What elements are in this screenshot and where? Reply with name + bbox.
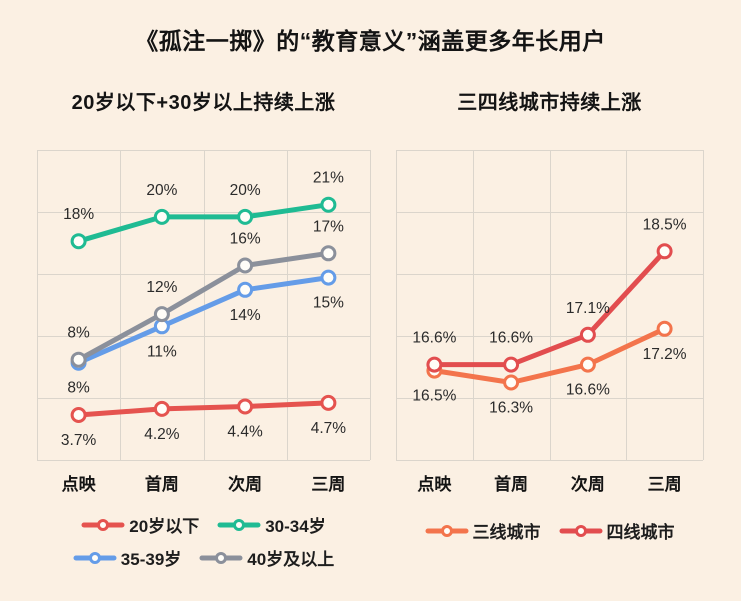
legend-marker-icon: [73, 551, 117, 564]
data-point: [153, 208, 170, 225]
data-label: 18%: [63, 206, 94, 223]
data-point: [237, 281, 254, 298]
data-point: [153, 306, 170, 323]
legend-marker-icon: [199, 551, 243, 564]
legend-label: 三线城市: [472, 523, 541, 542]
data-point: [237, 257, 254, 274]
chart-age-groups-title: 20岁以下+30岁以上持续上涨: [71, 92, 336, 114]
x-axis-label: 点映: [417, 474, 452, 494]
legend-item: 三线城市: [425, 518, 541, 543]
data-label: 14%: [230, 307, 261, 324]
city-tiers-line-plot: 16.5% 16.3% 16.6% 17.2% 16.6% 16.6% 17.1% 18.5%: [396, 150, 704, 461]
data-point: [153, 400, 170, 417]
legend-label: 四线城市: [606, 523, 675, 542]
legend-item: 四线城市: [559, 518, 675, 543]
data-label: 15%: [313, 295, 344, 312]
data-label: 16.5%: [412, 388, 456, 405]
data-label: 8%: [67, 380, 90, 397]
legend-marker-icon: [81, 518, 125, 531]
data-label: 17.1%: [566, 300, 610, 317]
data-point: [320, 245, 337, 262]
data-point: [237, 398, 254, 415]
legend-label: 30-34岁: [265, 517, 326, 536]
legend-item: 35-39岁: [73, 545, 181, 570]
legend-item: 20岁以下: [81, 512, 199, 537]
series-line: [76, 202, 331, 244]
x-axis-labels: 点映 首周 次周 三周: [396, 470, 703, 494]
data-label: 20%: [146, 182, 177, 199]
age-groups-line-plot: 3.7% 4.2% 4.4% 4.7% 18% 20% 20% 21% 8% 11% 14% 15% 8…: [37, 150, 371, 461]
data-label: 11%: [147, 343, 177, 360]
data-label: 16.6%: [489, 330, 533, 347]
data-label: 18.5%: [643, 216, 687, 233]
data-label: 17.2%: [643, 346, 687, 363]
page-title: 《孤注一掷》的“教育意义”涵盖更多年长用户: [135, 28, 606, 54]
data-label: 16%: [230, 231, 261, 248]
chart-city-tiers: 三四线城市持续上涨 16.5% 16.3% 16.6% 17.2% 16.6% 16.6%…: [396, 88, 704, 543]
series-line: [431, 248, 668, 368]
series-line: [431, 326, 668, 385]
data-point: [70, 233, 87, 250]
data-point: [503, 374, 520, 391]
chart-city-tiers-title: 三四线城市持续上涨: [457, 92, 642, 114]
legend-marker-icon: [217, 518, 261, 531]
data-label: 21%: [313, 170, 344, 187]
data-label: 8%: [67, 325, 90, 342]
data-point: [237, 208, 254, 225]
data-label: 12%: [146, 279, 177, 296]
data-point: [656, 243, 673, 260]
legend-row: 三线城市 四线城市: [425, 518, 675, 543]
legend-marker-icon: [559, 524, 602, 537]
data-point: [579, 356, 596, 373]
legend-row: 35-39岁 40岁及以上: [73, 545, 334, 570]
legend-marker-icon: [425, 524, 468, 537]
data-label: 16.3%: [489, 400, 533, 417]
x-axis-label: 三周: [311, 474, 346, 494]
data-point: [320, 196, 337, 213]
x-axis-label: 首周: [494, 474, 529, 494]
data-label: 3.7%: [61, 432, 97, 449]
data-point: [503, 356, 520, 373]
data-point: [70, 407, 87, 423]
legend-city-tiers: 三线城市 四线城市: [396, 518, 703, 543]
legend-label: 40岁及以上: [247, 550, 335, 569]
x-axis-label: 首周: [144, 474, 179, 494]
legend-row: 20岁以下 30-34岁: [81, 512, 326, 537]
x-axis-label: 三周: [647, 474, 682, 494]
series-line: [76, 400, 331, 418]
legend-age-groups: 20岁以下 30-34岁 35-39岁 40岁及以上: [37, 512, 370, 570]
x-axis-label: 点映: [61, 474, 96, 494]
chart-age-groups: 20岁以下+30岁以上持续上涨 3.7% 4.2% 4.4% 4.7% 18% 20% 20…: [37, 88, 371, 570]
x-axis-label: 次周: [570, 474, 605, 494]
data-label: 17%: [313, 218, 344, 235]
data-label: 16.6%: [566, 382, 610, 399]
x-axis-label: 次周: [228, 474, 263, 494]
legend-label: 35-39岁: [120, 550, 182, 569]
x-axis-labels: 点映 首周 次周 三周: [37, 470, 370, 494]
data-label: 4.2%: [144, 426, 180, 443]
data-label: 16.6%: [412, 330, 456, 347]
legend-item: 40岁及以上: [199, 545, 334, 570]
data-point: [70, 351, 87, 368]
data-label: 4.7%: [311, 420, 347, 437]
data-point: [656, 320, 673, 337]
series-line: [76, 275, 331, 366]
legend-item: 30-34岁: [217, 512, 326, 537]
series-line: [76, 250, 331, 363]
legend-label: 20岁以下: [129, 517, 200, 536]
data-label: 20%: [230, 182, 261, 199]
data-label: 4.4%: [227, 424, 263, 441]
data-point: [579, 326, 596, 343]
data-point: [426, 356, 443, 373]
data-point: [320, 394, 337, 411]
data-point: [320, 269, 337, 286]
